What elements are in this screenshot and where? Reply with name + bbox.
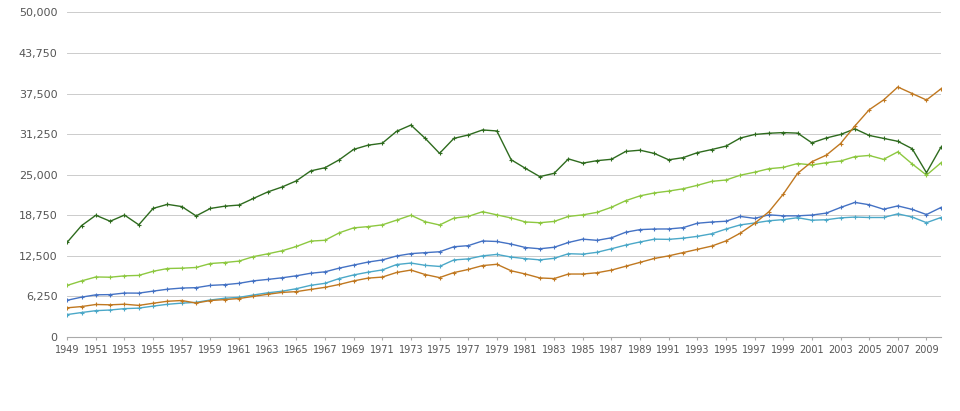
- Energy sector: [291, 289, 302, 294]
- Legend: Residential, Commercial, Industrial, Transportation, Energy sector: Residential, Commercial, Industrial, Tra…: [226, 408, 782, 411]
- Residential: [291, 273, 302, 278]
- Commercial: [61, 312, 73, 317]
- Residential: [233, 281, 245, 286]
- Line: Residential: Residential: [64, 200, 944, 302]
- Commercial: [892, 211, 903, 216]
- Residential: [821, 211, 832, 216]
- Commercial: [935, 215, 947, 220]
- Line: Commercial: Commercial: [64, 211, 944, 317]
- Commercial: [591, 250, 603, 255]
- Residential: [935, 205, 947, 210]
- Transportation: [591, 210, 603, 215]
- Transportation: [935, 161, 947, 166]
- Energy sector: [133, 303, 145, 308]
- Line: Industrial: Industrial: [64, 122, 944, 245]
- Residential: [61, 298, 73, 303]
- Transportation: [892, 149, 903, 154]
- Industrial: [291, 178, 302, 183]
- Residential: [591, 238, 603, 243]
- Transportation: [61, 283, 73, 288]
- Industrial: [606, 157, 617, 162]
- Transportation: [492, 212, 503, 217]
- Transportation: [233, 259, 245, 263]
- Line: Energy sector: Energy sector: [64, 85, 944, 310]
- Industrial: [935, 145, 947, 150]
- Residential: [492, 239, 503, 244]
- Transportation: [133, 273, 145, 278]
- Residential: [133, 291, 145, 296]
- Transportation: [821, 160, 832, 165]
- Energy sector: [821, 153, 832, 158]
- Commercial: [233, 295, 245, 300]
- Energy sector: [935, 86, 947, 91]
- Industrial: [133, 222, 145, 227]
- Industrial: [61, 240, 73, 245]
- Energy sector: [591, 270, 603, 275]
- Commercial: [821, 217, 832, 222]
- Commercial: [492, 252, 503, 257]
- Industrial: [233, 203, 245, 208]
- Industrial: [405, 122, 417, 127]
- Industrial: [835, 132, 847, 137]
- Industrial: [505, 157, 516, 162]
- Energy sector: [892, 85, 903, 90]
- Commercial: [291, 286, 302, 291]
- Transportation: [291, 244, 302, 249]
- Energy sector: [61, 305, 73, 310]
- Line: Transportation: Transportation: [64, 149, 944, 288]
- Energy sector: [492, 262, 503, 267]
- Commercial: [133, 306, 145, 311]
- Residential: [849, 200, 860, 205]
- Energy sector: [233, 296, 245, 301]
